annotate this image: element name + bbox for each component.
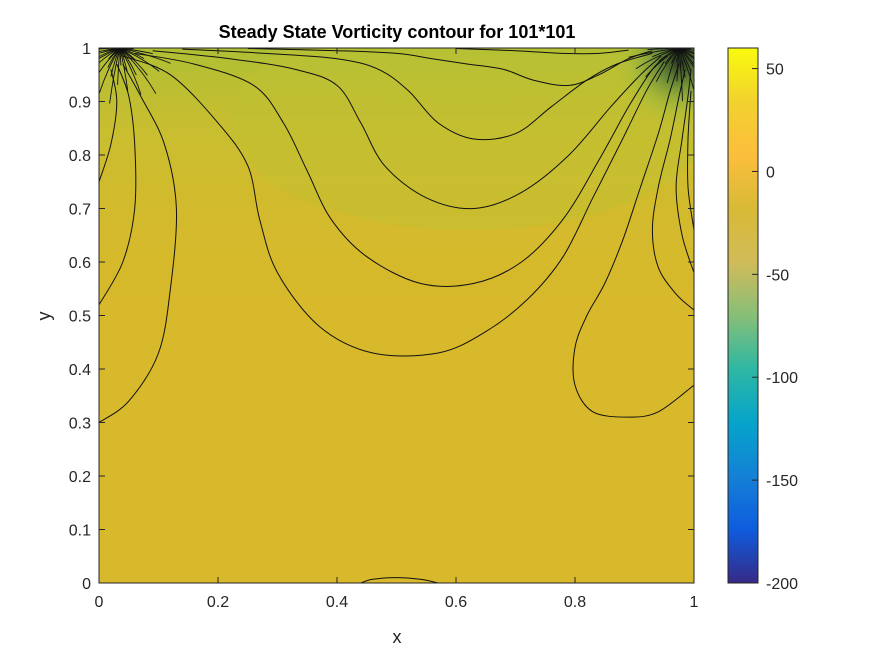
contour-line-4 xyxy=(134,52,668,287)
contour-line-8 xyxy=(455,48,629,55)
y-axis: 0 0.1 0.2 0.3 0.4 0.5 0.6 0.7 0.8 0.9 1 xyxy=(69,41,694,593)
corner-fan-left-9 xyxy=(119,48,142,95)
corner-fan-right-20 xyxy=(635,48,680,70)
x-tick-label: 0.4 xyxy=(326,594,348,611)
corner-fan-left-7 xyxy=(119,48,157,94)
chart-title: Steady State Vorticity contour for 101*1… xyxy=(219,22,576,42)
x-axis-label: x xyxy=(393,627,402,647)
corner-fan-right-18 xyxy=(645,48,680,78)
contour-line-7 xyxy=(247,48,653,87)
contour-line-13 xyxy=(360,577,439,583)
contour-lines xyxy=(99,48,694,583)
y-tick-label: 0.9 xyxy=(69,95,91,112)
corner-fan-right-22 xyxy=(628,48,680,58)
contour-line-12 xyxy=(686,90,694,230)
colorbar-ticks: 50 0 -50 -100 -150 -200 xyxy=(752,62,798,593)
contour-line-5 xyxy=(152,50,662,210)
y-tick-label: 1 xyxy=(82,41,91,58)
x-axis: 0 0.2 0.4 0.6 0.8 1 xyxy=(95,48,699,611)
contour-line-0 xyxy=(99,63,178,423)
x-tick-label: 0.8 xyxy=(564,594,586,611)
y-tick-label: 0.3 xyxy=(69,416,91,433)
contour-line-9 xyxy=(572,63,694,418)
contour-line-10 xyxy=(651,69,694,311)
contour-line-1 xyxy=(99,63,137,306)
y-tick-label: 0.2 xyxy=(69,469,91,486)
contour-line-2 xyxy=(99,69,118,182)
field-upper-center xyxy=(230,48,694,230)
colorbar-tick-label: 50 xyxy=(766,62,784,79)
y-tick-label: 0.5 xyxy=(69,309,91,326)
corner-fan-right-11 xyxy=(678,48,684,102)
y-tick-label: 0.7 xyxy=(69,202,91,219)
colorbar-tick-label: -150 xyxy=(766,473,798,490)
y-tick-label: 0.4 xyxy=(69,362,91,379)
x-tick-label: 0.2 xyxy=(207,594,229,611)
colorbar-tick-label: -100 xyxy=(766,370,798,387)
corner-fan-left-21 xyxy=(99,48,121,59)
plot-area xyxy=(99,48,694,583)
corner-fan-left-4 xyxy=(119,48,160,72)
x-tick-label: 1 xyxy=(690,594,699,611)
corner-fan-left-16 xyxy=(99,48,121,94)
colorbar-tick-label: 0 xyxy=(766,164,775,181)
colorbar-gradient xyxy=(728,48,758,583)
colorbar-frame xyxy=(727,47,759,584)
y-tick-label: 0.1 xyxy=(69,523,91,540)
corner-fan-left-11 xyxy=(119,48,129,92)
y-axis-label: y xyxy=(34,312,54,321)
corner-fan-left-2 xyxy=(119,48,171,64)
field-top-left-singularity xyxy=(99,48,259,208)
y-tick-label: 0.8 xyxy=(69,148,91,165)
corner-fan-right-16 xyxy=(655,48,680,82)
colorbar-tick-label: -50 xyxy=(766,267,789,284)
contour-line-11 xyxy=(675,69,694,273)
contour-line-3 xyxy=(122,55,665,357)
corner-fan-right-7 xyxy=(678,48,694,69)
corner-fan-right-9 xyxy=(678,48,694,93)
colorbar: 50 0 -50 -100 -150 -200 xyxy=(727,47,798,593)
y-tick-label: 0 xyxy=(82,576,91,593)
x-tick-label: 0.6 xyxy=(445,594,467,611)
corner-fan-left-14 xyxy=(109,48,121,104)
corner-fan-right-5 xyxy=(678,48,694,60)
x-tick-label: 0 xyxy=(95,594,104,611)
colorbar-tick-label: -200 xyxy=(766,576,798,593)
y-tick-label: 0.6 xyxy=(69,255,91,272)
